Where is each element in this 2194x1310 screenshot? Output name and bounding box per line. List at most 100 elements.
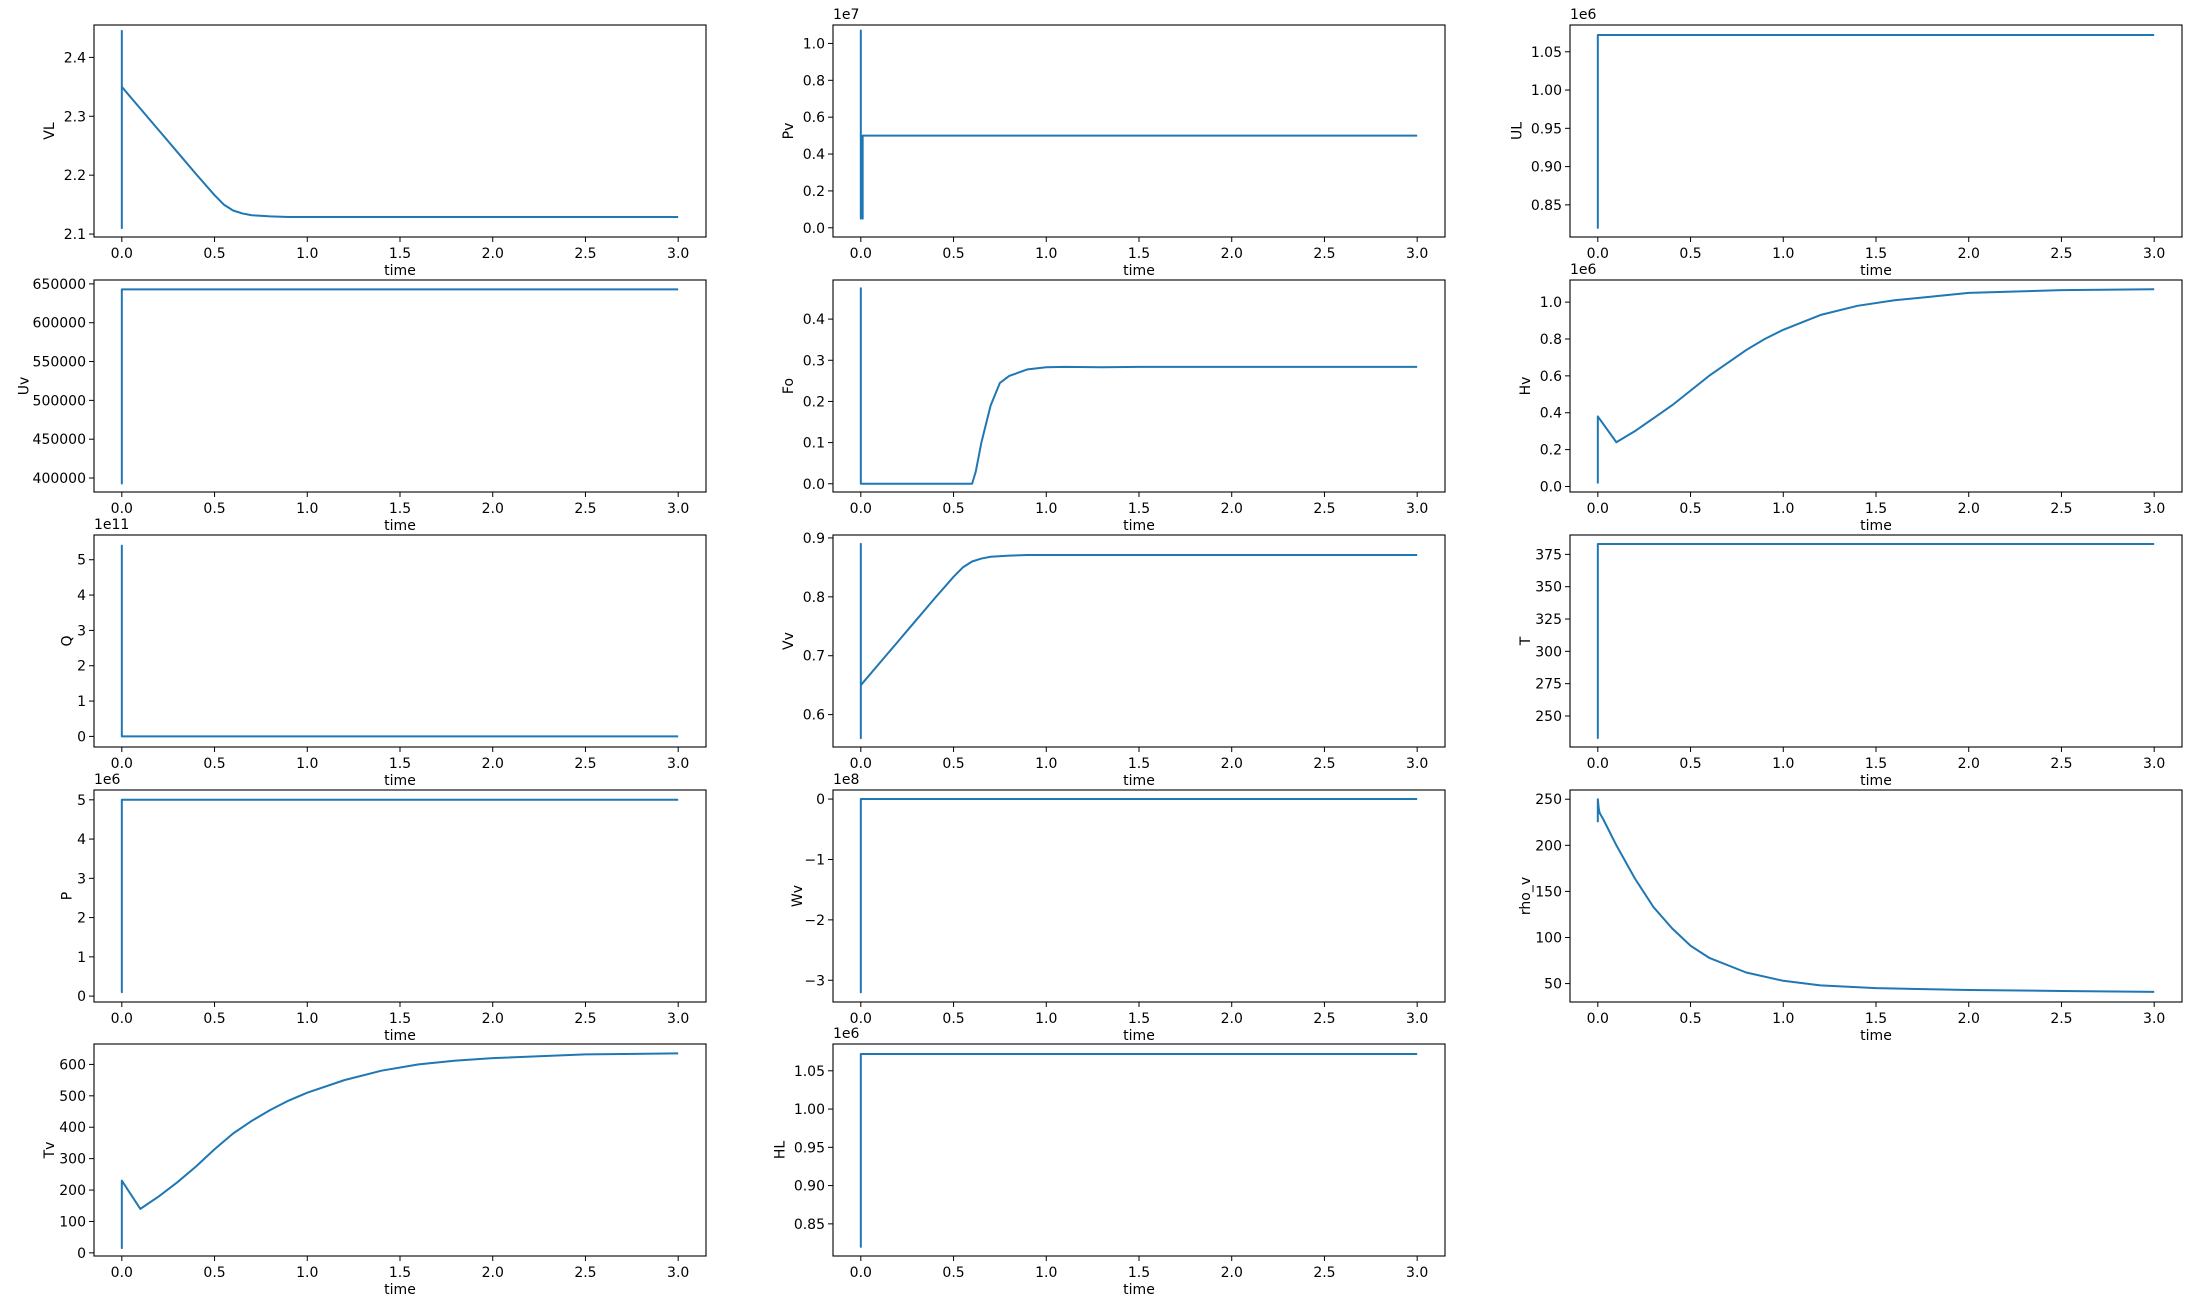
- y-tick-label: 250: [1535, 709, 1562, 725]
- x-tick-label: 2.0: [482, 756, 504, 772]
- axis-offset-label: 1e6: [1570, 262, 1597, 278]
- x-tick-label: 0.5: [942, 1011, 964, 1027]
- series-line-T: [1596, 543, 2155, 739]
- x-tick-label: 0.5: [1679, 501, 1701, 517]
- x-tick-label: 1.5: [1865, 246, 1887, 262]
- y-tick-label: 0.95: [794, 1140, 825, 1156]
- y-tick-label: 0.3: [803, 353, 825, 369]
- x-tick-label: 3.0: [2143, 246, 2165, 262]
- y-tick-label: 0: [77, 729, 86, 745]
- x-axis-label: time: [384, 773, 416, 789]
- x-axis-label: time: [384, 1028, 416, 1044]
- y-axis-label: VL: [42, 122, 58, 140]
- x-tick-label: 2.5: [2050, 501, 2072, 517]
- axis-offset-label: 1e6: [94, 772, 121, 788]
- y-tick-label: 500000: [33, 393, 86, 409]
- y-tick-label: 0.0: [1540, 479, 1562, 495]
- y-tick-label: 0.2: [1540, 443, 1562, 459]
- y-tick-label: −1: [804, 852, 825, 868]
- x-tick-label: 0.5: [942, 756, 964, 772]
- x-tick-label: 2.0: [1221, 1011, 1243, 1027]
- x-tick-label: 1.0: [1772, 756, 1794, 772]
- y-tick-label: 0: [77, 1246, 86, 1262]
- x-axis-label: time: [384, 263, 416, 279]
- series-line-Q: [120, 544, 679, 738]
- y-tick-label: 300: [1535, 644, 1562, 660]
- x-tick-label: 3.0: [2143, 501, 2165, 517]
- y-tick-label: 0.6: [1540, 369, 1562, 385]
- y-tick-label: 0.95: [1531, 121, 1562, 137]
- x-tick-label: 0.0: [850, 1265, 872, 1281]
- y-tick-label: 100: [59, 1214, 86, 1230]
- y-tick-label: 600: [59, 1057, 86, 1073]
- y-tick-label: 1.0: [803, 36, 825, 52]
- x-tick-label: 0.5: [1679, 1011, 1701, 1027]
- y-tick-label: 4: [77, 588, 86, 604]
- y-tick-label: 0.90: [1531, 160, 1562, 176]
- subplot-T: 0.0 0.5 1.0 1.5 2.0 2.5 3.0 250 275 300 325 350 375 t…: [1518, 534, 2183, 789]
- x-tick-label: 2.5: [574, 756, 596, 772]
- x-tick-label: 2.0: [1958, 246, 1980, 262]
- subplot-Hv: 0.0 0.5 1.0 1.5 2.0 2.5 3.0 0.0 0.2 0.4 0.6 0.8 1.0 1…: [1518, 262, 2183, 534]
- x-tick-label: 1.5: [1865, 1011, 1887, 1027]
- y-tick-label: 50: [1544, 977, 1562, 993]
- x-tick-label: 0.5: [203, 246, 225, 262]
- axes-frame: [93, 789, 707, 1003]
- x-tick-label: 0.0: [850, 501, 872, 517]
- y-tick-label: 200: [1535, 838, 1562, 854]
- y-tick-label: 3: [77, 623, 86, 639]
- x-tick-label: 2.0: [482, 246, 504, 262]
- y-tick-label: 350: [1535, 580, 1562, 596]
- x-tick-label: 0.5: [203, 501, 225, 517]
- x-tick-label: 1.0: [1772, 246, 1794, 262]
- subplot-HL: 0.0 0.5 1.0 1.5 2.0 2.5 3.0 0.85 0.90 0.95 1.00 1.0…: [773, 1026, 1446, 1298]
- x-tick-label: 2.0: [1221, 1265, 1243, 1281]
- x-tick-label: 1.5: [1128, 246, 1150, 262]
- y-tick-label: 300: [59, 1152, 86, 1168]
- y-tick-label: 5: [77, 553, 86, 569]
- x-tick-label: 2.5: [574, 1011, 596, 1027]
- x-tick-label: 1.5: [1865, 756, 1887, 772]
- y-axis-label: HL: [773, 1141, 789, 1160]
- x-tick-label: 3.0: [667, 756, 689, 772]
- y-tick-label: 250: [1535, 792, 1562, 808]
- series-line-Fo: [859, 287, 1418, 485]
- y-tick-label: 1.00: [1531, 83, 1562, 99]
- y-tick-label: −3: [804, 973, 825, 989]
- x-tick-label: 0.5: [203, 756, 225, 772]
- y-tick-label: 600000: [33, 316, 86, 332]
- x-axis-label: time: [1860, 518, 1892, 534]
- y-tick-label: 0.4: [803, 312, 825, 328]
- axes-frame: [1569, 279, 2183, 493]
- x-tick-label: 3.0: [1406, 501, 1428, 517]
- y-tick-label: 0.9: [803, 531, 825, 547]
- series-line-Wv: [859, 798, 1418, 994]
- y-axis-label: Uv: [16, 377, 32, 396]
- x-tick-label: 1.0: [1035, 1011, 1057, 1027]
- y-tick-label: 150: [1535, 884, 1562, 900]
- y-tick-label: 4: [77, 832, 86, 848]
- axes-frame: [832, 1043, 1446, 1257]
- x-tick-label: 1.5: [389, 1265, 411, 1281]
- subplot-P: 0.0 0.5 1.0 1.5 2.0 2.5 3.0 0 1 2 3 4 5 1e6 time P: [59, 772, 707, 1044]
- axes-frame: [832, 789, 1446, 1003]
- y-tick-label: 5: [77, 793, 86, 809]
- x-tick-label: 1.5: [389, 246, 411, 262]
- x-axis-label: time: [384, 1282, 416, 1298]
- x-tick-label: 1.0: [296, 1265, 318, 1281]
- x-tick-label: 0.5: [1679, 756, 1701, 772]
- y-tick-label: 3: [77, 871, 86, 887]
- y-tick-label: 275: [1535, 677, 1562, 693]
- series-line-Hv: [1596, 288, 2155, 484]
- x-tick-label: 2.5: [1313, 501, 1335, 517]
- axis-offset-label: 1e11: [94, 517, 129, 533]
- y-tick-label: 1.05: [794, 1064, 825, 1080]
- y-tick-label: 0.2: [803, 184, 825, 200]
- axes-frame: [1569, 534, 2183, 748]
- y-tick-label: 0.0: [803, 477, 825, 493]
- y-tick-label: 450000: [33, 432, 86, 448]
- x-tick-label: 0.5: [942, 1265, 964, 1281]
- y-tick-label: 0.85: [1531, 198, 1562, 214]
- subplot-Q: 0.0 0.5 1.0 1.5 2.0 2.5 3.0 0 1 2 3 4 5 1e11 time Q: [59, 517, 707, 789]
- y-axis-label: Fo: [781, 378, 797, 394]
